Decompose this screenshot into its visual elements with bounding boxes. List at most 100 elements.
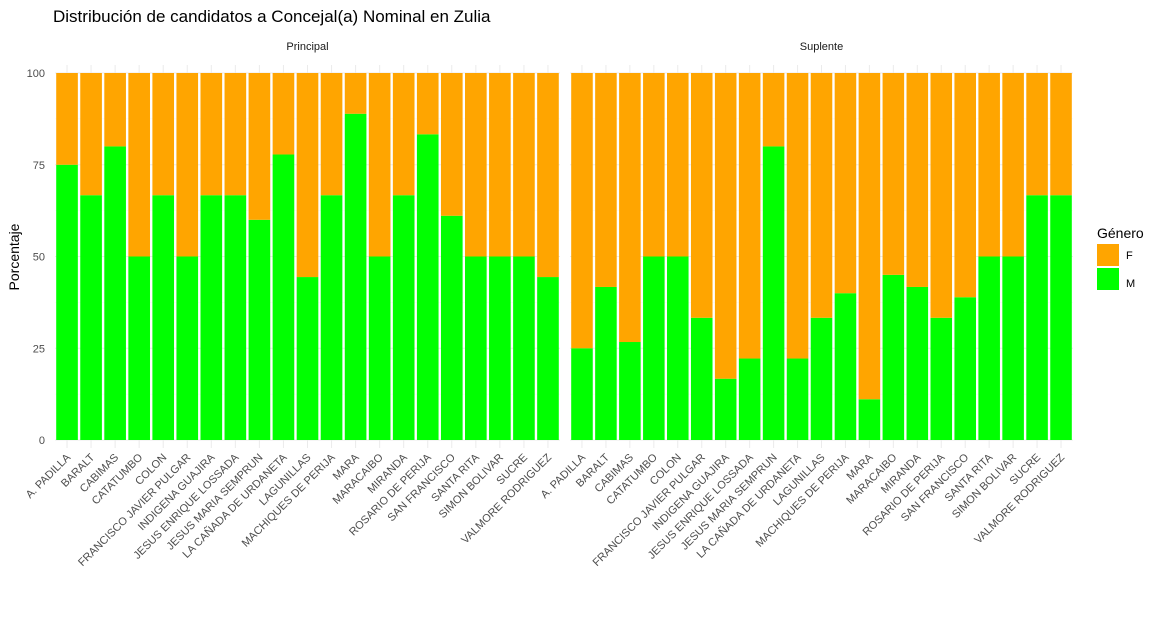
bar-f bbox=[1050, 73, 1072, 196]
bar-m bbox=[690, 317, 713, 440]
y-tick-label: 0 bbox=[39, 435, 45, 447]
bar-f bbox=[1002, 73, 1024, 257]
bar-m bbox=[513, 256, 535, 440]
bar-f bbox=[296, 73, 319, 278]
bar-m bbox=[714, 378, 737, 440]
bar-m bbox=[200, 195, 223, 440]
bar-f bbox=[200, 73, 223, 196]
bar-m bbox=[1002, 256, 1024, 440]
y-tick-label: 75 bbox=[33, 160, 45, 172]
legend: Género F M bbox=[1097, 225, 1144, 290]
legend-swatch-f bbox=[1097, 244, 1119, 266]
bar-m bbox=[667, 256, 689, 440]
bar-f bbox=[176, 73, 199, 257]
bar-m bbox=[320, 195, 343, 440]
bar-m bbox=[56, 164, 78, 440]
bar-m bbox=[762, 146, 785, 440]
bar-f bbox=[738, 73, 761, 359]
bar-m bbox=[595, 286, 617, 440]
bar-f bbox=[368, 73, 391, 257]
bar-f bbox=[489, 73, 511, 257]
bar-f bbox=[643, 73, 665, 257]
y-tick-label: 25 bbox=[33, 343, 45, 355]
bar-m bbox=[882, 274, 905, 440]
bar-f bbox=[248, 73, 271, 220]
bar-f bbox=[786, 73, 809, 359]
bar-f bbox=[440, 73, 463, 216]
legend-title: Género bbox=[1097, 225, 1144, 241]
bar-m bbox=[978, 256, 1000, 440]
bar-m bbox=[489, 256, 511, 440]
bar-f bbox=[762, 73, 785, 147]
y-tick-label: 100 bbox=[27, 68, 45, 80]
bar-f bbox=[619, 73, 641, 343]
legend-label-m: M bbox=[1126, 278, 1135, 290]
bar-m bbox=[344, 113, 367, 440]
bar-f bbox=[690, 73, 713, 318]
bar-f bbox=[834, 73, 857, 294]
bar-f bbox=[224, 73, 247, 196]
bar-m bbox=[834, 293, 857, 440]
bar-m bbox=[930, 317, 953, 440]
bar-m bbox=[954, 297, 976, 440]
bar-f bbox=[595, 73, 617, 287]
bar-f bbox=[858, 73, 881, 400]
bar-f bbox=[954, 73, 976, 298]
bar-f bbox=[128, 73, 150, 257]
y-axis-title: Porcentaje bbox=[6, 223, 22, 290]
bar-m bbox=[80, 195, 102, 440]
bar-f bbox=[320, 73, 343, 196]
bar-f bbox=[537, 73, 559, 278]
bar-m bbox=[416, 134, 439, 440]
bar-f bbox=[1026, 73, 1048, 196]
bar-f bbox=[465, 73, 487, 257]
bar-m bbox=[176, 256, 199, 440]
chart-title: Distribución de candidatos a Concejal(a)… bbox=[53, 7, 491, 26]
bar-m bbox=[858, 399, 881, 440]
bar-f bbox=[152, 73, 175, 196]
bar-f bbox=[104, 73, 126, 147]
bar-m bbox=[810, 317, 833, 440]
bar-f bbox=[930, 73, 953, 318]
legend-label-f: F bbox=[1126, 250, 1133, 262]
bar-m bbox=[440, 215, 463, 440]
bar-f bbox=[810, 73, 833, 318]
bar-f bbox=[906, 73, 929, 287]
bar-m bbox=[537, 277, 559, 440]
bar-f bbox=[272, 73, 295, 155]
bar-m bbox=[738, 358, 761, 440]
bar-f bbox=[571, 73, 593, 349]
bar-m bbox=[465, 256, 487, 440]
bar-f bbox=[56, 73, 78, 165]
bar-f bbox=[513, 73, 535, 257]
bar-m bbox=[1050, 195, 1072, 440]
bar-m bbox=[296, 277, 319, 440]
bar-f bbox=[978, 73, 1000, 257]
panel-strip-label: Suplente bbox=[800, 41, 843, 53]
bar-m bbox=[619, 342, 641, 440]
bar-m bbox=[643, 256, 665, 440]
bar-m bbox=[786, 358, 809, 440]
bar-m bbox=[571, 348, 593, 440]
bar-f bbox=[344, 73, 367, 114]
panel-strip-label: Principal bbox=[286, 41, 328, 53]
y-tick-label: 50 bbox=[33, 252, 45, 264]
bar-m bbox=[224, 195, 247, 440]
bar-f bbox=[882, 73, 905, 275]
bar-m bbox=[248, 219, 271, 440]
bar-f bbox=[416, 73, 439, 135]
bar-m bbox=[368, 256, 391, 440]
bar-m bbox=[392, 195, 415, 440]
bar-f bbox=[714, 73, 737, 379]
bar-m bbox=[272, 154, 295, 440]
bar-m bbox=[104, 146, 126, 440]
bar-f bbox=[392, 73, 415, 196]
bar-f bbox=[80, 73, 102, 196]
bar-m bbox=[152, 195, 175, 440]
bar-m bbox=[1026, 195, 1048, 440]
